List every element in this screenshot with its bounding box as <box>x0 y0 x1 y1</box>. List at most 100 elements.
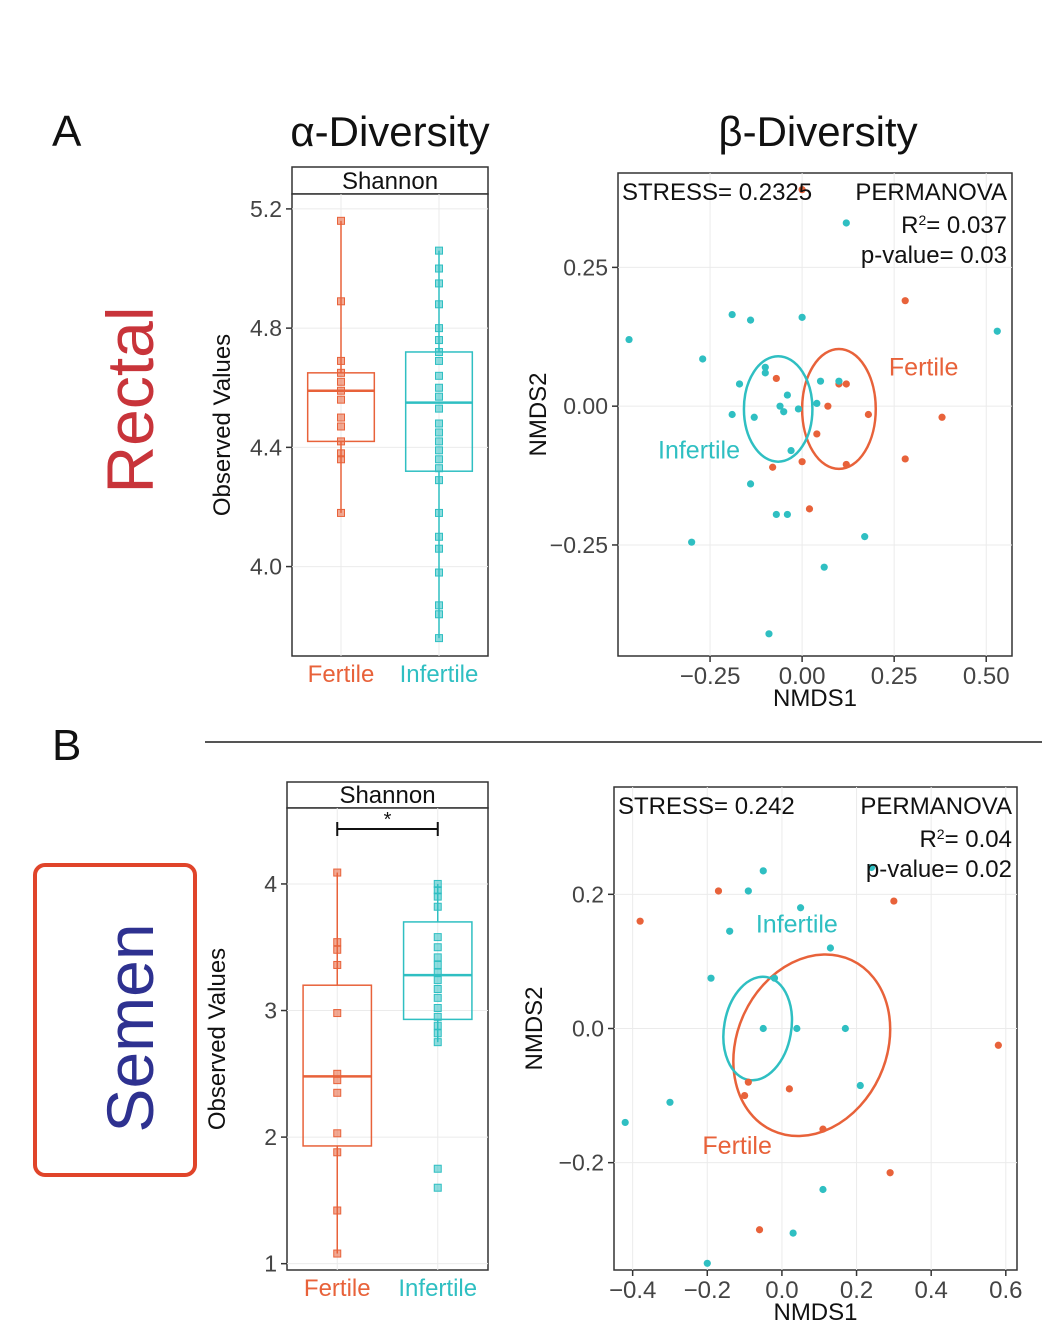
data-point-fertile <box>842 380 850 388</box>
data-point <box>435 347 443 356</box>
data-point <box>435 264 443 273</box>
plot-panel <box>291 193 489 657</box>
x-axis-label: NMDS1 <box>773 685 857 712</box>
data-point-infertile <box>728 410 736 419</box>
data-point-infertile <box>856 1081 864 1090</box>
y-tick-label: 0.2 <box>572 881 604 907</box>
data-point <box>337 437 345 446</box>
data-point-fertile <box>938 413 946 421</box>
y-tick-label: 4.0 <box>250 554 282 580</box>
box-iqr-fertile <box>302 984 373 1147</box>
x-tick-label: 0.2 <box>840 1277 873 1304</box>
data-point-infertile <box>746 316 755 324</box>
test-annotation: PERMANOVA <box>855 179 1007 206</box>
data-point <box>337 508 345 517</box>
data-point-infertile <box>867 863 876 872</box>
data-point-fertile <box>744 1078 752 1086</box>
data-point <box>333 1088 342 1097</box>
data-point-infertile <box>621 1118 629 1127</box>
data-point-infertile <box>746 480 755 488</box>
data-point <box>433 892 442 901</box>
data-point-infertile <box>826 944 835 952</box>
data-point <box>433 1164 442 1173</box>
ellipse-label-fertile: Fertile <box>702 1132 771 1160</box>
x-tick-label: Infertile <box>398 1275 477 1302</box>
data-point <box>333 960 342 969</box>
data-point-infertile <box>842 219 850 227</box>
data-point <box>435 476 443 485</box>
data-point <box>435 601 443 610</box>
data-point <box>337 413 345 422</box>
y-axis-label: Observed Values <box>204 948 231 1130</box>
data-point-fertile <box>901 455 909 463</box>
data-point <box>435 464 443 473</box>
data-point-infertile <box>816 377 825 385</box>
data-point <box>435 356 443 365</box>
semen-alpha-diversity-chart: Shannon 1 2 3 4 Fertile Infertile Observed Valu… <box>204 781 489 1302</box>
y-axis-label: Observed Values <box>209 334 236 516</box>
data-point <box>433 1003 442 1012</box>
rectal-beta-diversity-chart: −0.25 0.00 0.25 0.50 −0.25 0.00 0.25 Fertile Inf… <box>525 172 1013 712</box>
data-point-infertile <box>793 1024 801 1033</box>
data-point <box>435 300 443 309</box>
data-point-infertile <box>759 1024 767 1033</box>
data-point <box>333 1148 342 1157</box>
data-point <box>433 968 442 977</box>
data-point <box>435 246 443 255</box>
x-tick-label: 0.4 <box>914 1277 947 1304</box>
y-tick-label: 0.00 <box>563 393 608 419</box>
data-point-infertile <box>728 310 736 319</box>
x-tick-label: Infertile <box>400 661 479 688</box>
r2-annotation: R2= 0.037 <box>901 212 1007 239</box>
data-point <box>433 943 442 952</box>
y-tick-label: 5.2 <box>250 196 282 222</box>
data-point-infertile <box>726 927 734 935</box>
y-tick-label: 2 <box>264 1124 277 1150</box>
ellipse-label-fertile: Fertile <box>889 353 958 381</box>
data-point <box>433 902 442 911</box>
data-point-infertile <box>783 510 791 519</box>
data-point-fertile <box>714 887 723 895</box>
data-point <box>337 422 345 431</box>
stress-annotation: STRESS= 0.2325 <box>622 179 812 206</box>
data-point <box>337 455 345 464</box>
data-point <box>433 1183 442 1192</box>
data-point-infertile <box>770 974 779 982</box>
plot-panel <box>286 807 489 1271</box>
data-point-infertile <box>798 313 806 321</box>
data-point-infertile <box>861 533 869 541</box>
data-point-infertile <box>776 402 784 410</box>
data-point <box>435 324 443 333</box>
data-point <box>333 1249 342 1258</box>
data-point <box>435 455 443 464</box>
ellipse-label-infertile: Infertile <box>756 911 838 939</box>
data-point <box>433 1012 442 1021</box>
panel-a-label: A <box>52 107 82 156</box>
data-point-infertile <box>780 408 788 416</box>
data-point-infertile <box>699 355 707 363</box>
facet-strip-label: Shannon <box>339 782 435 809</box>
x-axis-label: NMDS1 <box>773 1299 857 1326</box>
data-point <box>435 383 443 392</box>
data-point-infertile <box>787 446 795 455</box>
facet-strip <box>291 166 489 195</box>
data-point <box>433 976 442 985</box>
data-point <box>433 993 442 1002</box>
data-point <box>435 419 443 428</box>
data-point <box>337 395 345 404</box>
data-point <box>433 953 442 962</box>
data-point-fertile <box>813 430 821 438</box>
y-tick-label: 3 <box>264 998 277 1024</box>
x-tick-label: Fertile <box>304 1275 371 1302</box>
data-point-fertile <box>994 1041 1002 1049</box>
data-point-fertile <box>890 897 898 905</box>
data-point <box>433 1038 442 1047</box>
y-axis-label: NMDS2 <box>521 986 548 1070</box>
data-point-infertile <box>707 974 715 982</box>
data-point-fertile <box>785 1085 793 1093</box>
data-point-infertile <box>761 363 769 371</box>
data-point-fertile <box>798 186 806 194</box>
data-point-infertile <box>789 1229 797 1237</box>
data-point <box>333 945 342 954</box>
data-point-fertile <box>864 410 872 419</box>
